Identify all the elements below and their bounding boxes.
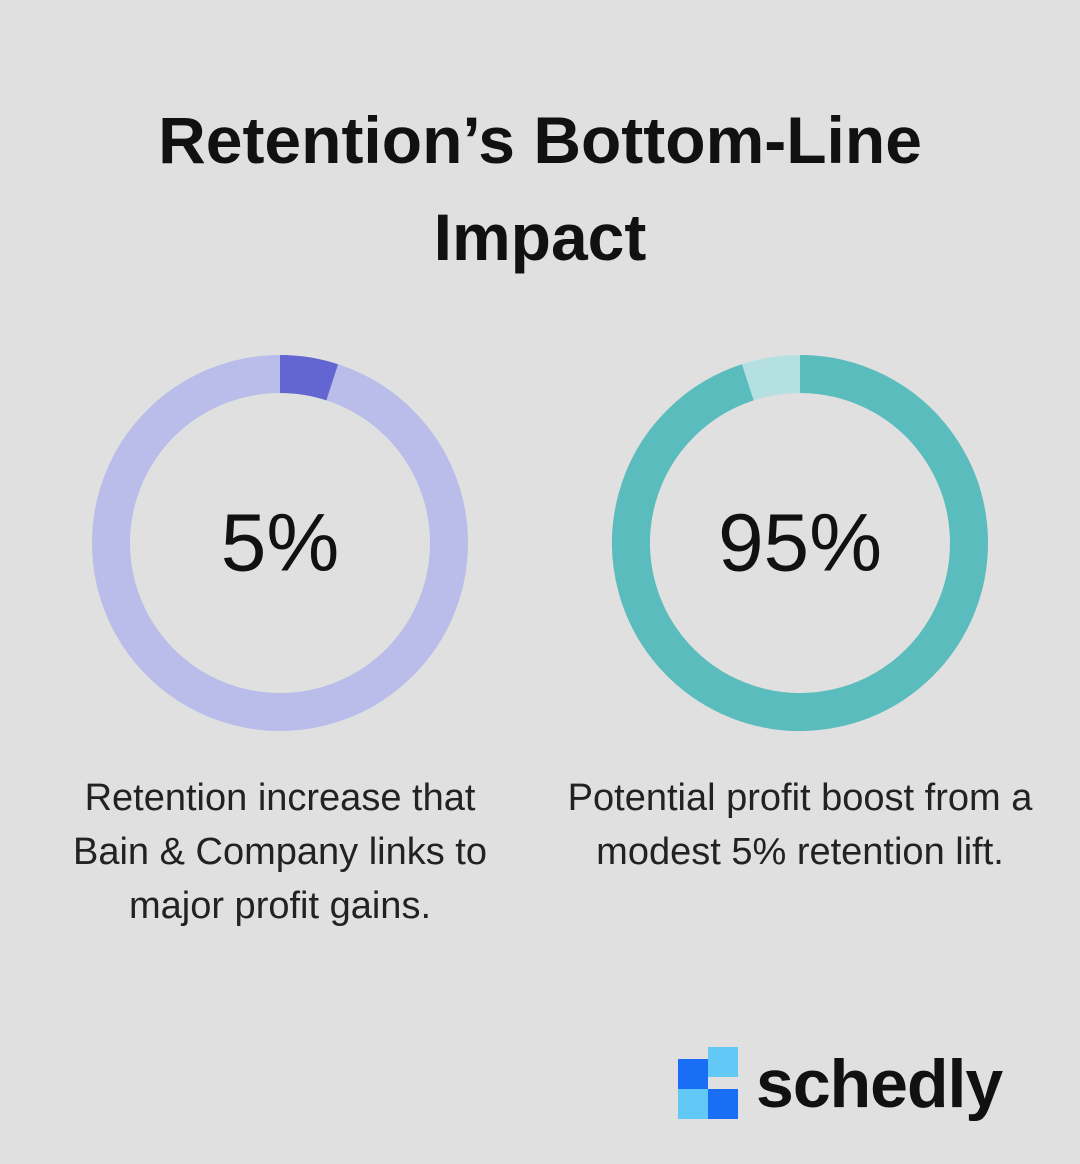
logo-icon bbox=[678, 1047, 738, 1119]
logo-text: schedly bbox=[756, 1046, 1003, 1122]
caption: Retention increase that Bain & Company l… bbox=[73, 777, 487, 927]
center-label: 95% bbox=[718, 498, 882, 589]
charts: 5% 95% bbox=[92, 355, 988, 731]
title: Retention’s Bottom-Line Impact bbox=[158, 103, 922, 274]
center-label: 5% bbox=[221, 498, 340, 589]
logo: schedly bbox=[678, 1046, 1003, 1122]
donut-segment bbox=[612, 355, 988, 731]
donut-segment bbox=[279, 355, 339, 401]
caption: Potential profit boost from a modest 5% … bbox=[567, 777, 1033, 873]
